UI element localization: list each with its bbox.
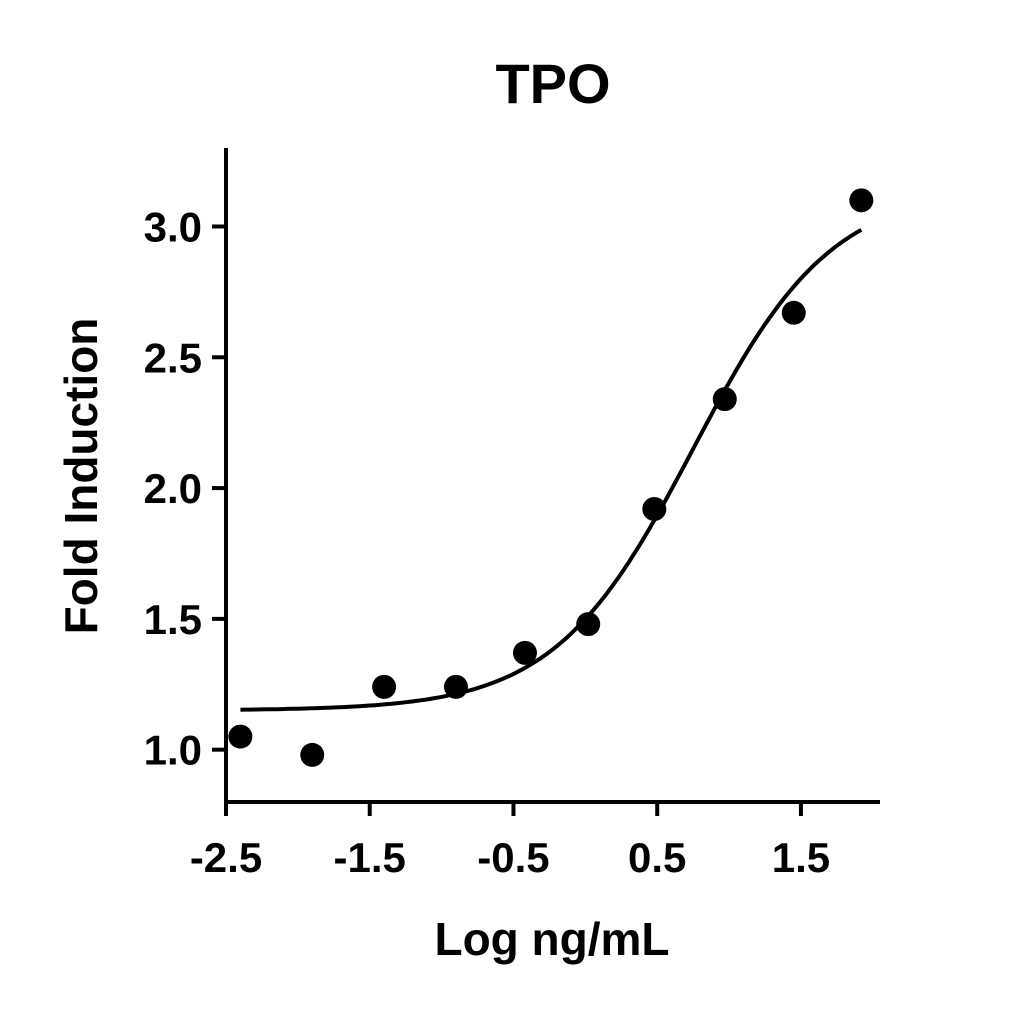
x-tick-label: 1.5 [772, 834, 830, 881]
y-tick-label: 1.5 [144, 596, 202, 643]
data-point [781, 300, 806, 325]
x-ticks: -2.5 -1.5 -0.5 0.5 1.5 [190, 802, 830, 881]
data-point [512, 640, 537, 665]
axes [224, 148, 880, 804]
x-tick-label: -1.5 [334, 834, 406, 881]
data-point [712, 387, 737, 412]
chart-title: TPO [495, 52, 610, 115]
y-axis-label: Fold Induction [55, 318, 107, 635]
y-tick-label: 1.0 [144, 727, 202, 774]
x-tick-label: -2.5 [190, 834, 262, 881]
y-tick-label: 2.0 [144, 465, 202, 512]
data-point [300, 742, 325, 767]
data-point [443, 674, 468, 699]
fit-curve [240, 228, 863, 712]
y-tick-label: 2.5 [144, 334, 202, 381]
x-axis-label: Log ng/mL [434, 913, 669, 965]
x-tick-label: -0.5 [477, 834, 549, 881]
data-point [576, 612, 601, 637]
data-points [228, 188, 874, 767]
data-point [642, 497, 667, 522]
y-tick-label: 3.0 [144, 203, 202, 250]
y-ticks: 1.0 1.5 2.0 2.5 3.0 [144, 203, 226, 774]
data-point [372, 674, 397, 699]
data-point [228, 724, 253, 749]
data-point [849, 188, 874, 213]
x-tick-label: 0.5 [628, 834, 686, 881]
